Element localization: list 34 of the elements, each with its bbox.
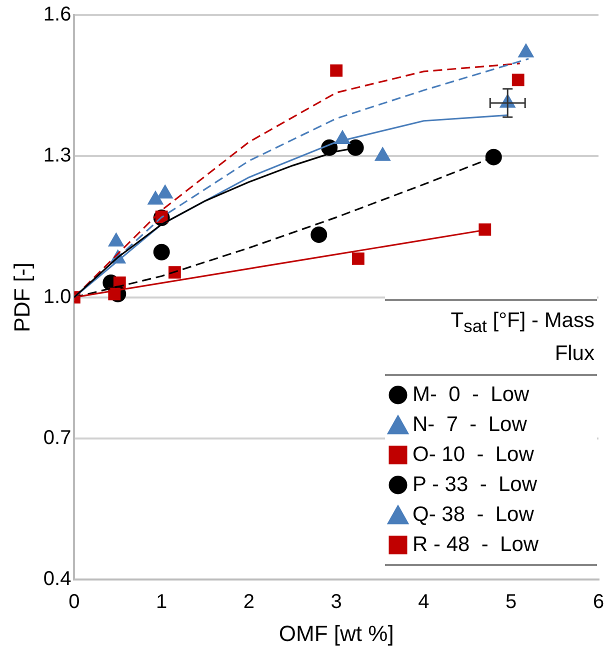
legend-label: N- 7 - Low bbox=[412, 412, 527, 437]
legend-title: T$_{sat}$ [°F] - Mass Flux bbox=[450, 308, 596, 367]
y-tick-label: 1.0 bbox=[43, 286, 72, 308]
y-tick-label: 0.4 bbox=[43, 568, 72, 590]
x-tick-label: 4 bbox=[418, 591, 430, 614]
x-tick-label: 3 bbox=[330, 591, 342, 614]
point bbox=[148, 192, 163, 205]
y-tick-label: 1.3 bbox=[43, 144, 72, 167]
point bbox=[478, 223, 492, 236]
point bbox=[158, 186, 172, 199]
point bbox=[347, 139, 364, 156]
legend-label: M- 0 - Low bbox=[412, 382, 530, 407]
point bbox=[153, 244, 170, 260]
point bbox=[310, 226, 328, 243]
y-tick-label: 1.6 bbox=[43, 4, 72, 26]
point bbox=[330, 64, 343, 77]
point bbox=[512, 74, 524, 86]
y-axis-title: PDF [-] bbox=[9, 262, 34, 332]
y-tick-label: 0.7 bbox=[43, 426, 72, 449]
x-tick-label: 0 bbox=[68, 591, 80, 614]
x-tick-label: 5 bbox=[506, 591, 517, 614]
legend-label: R - 48 - Low bbox=[412, 532, 539, 557]
x-tick-label: 1 bbox=[156, 591, 168, 614]
x-tick-label: 2 bbox=[243, 591, 255, 614]
legend-label: O- 10 - Low bbox=[412, 442, 534, 467]
legend-label: Q- 38 - Low bbox=[412, 502, 534, 527]
x-axis-title: OMF [wt %] bbox=[278, 620, 394, 646]
x-tick-label: 6 bbox=[592, 591, 604, 614]
point bbox=[375, 148, 390, 161]
legend-label: P - 33 - Low bbox=[412, 472, 538, 497]
point bbox=[108, 234, 124, 247]
point bbox=[518, 44, 534, 58]
point bbox=[485, 148, 502, 166]
point bbox=[352, 252, 364, 265]
